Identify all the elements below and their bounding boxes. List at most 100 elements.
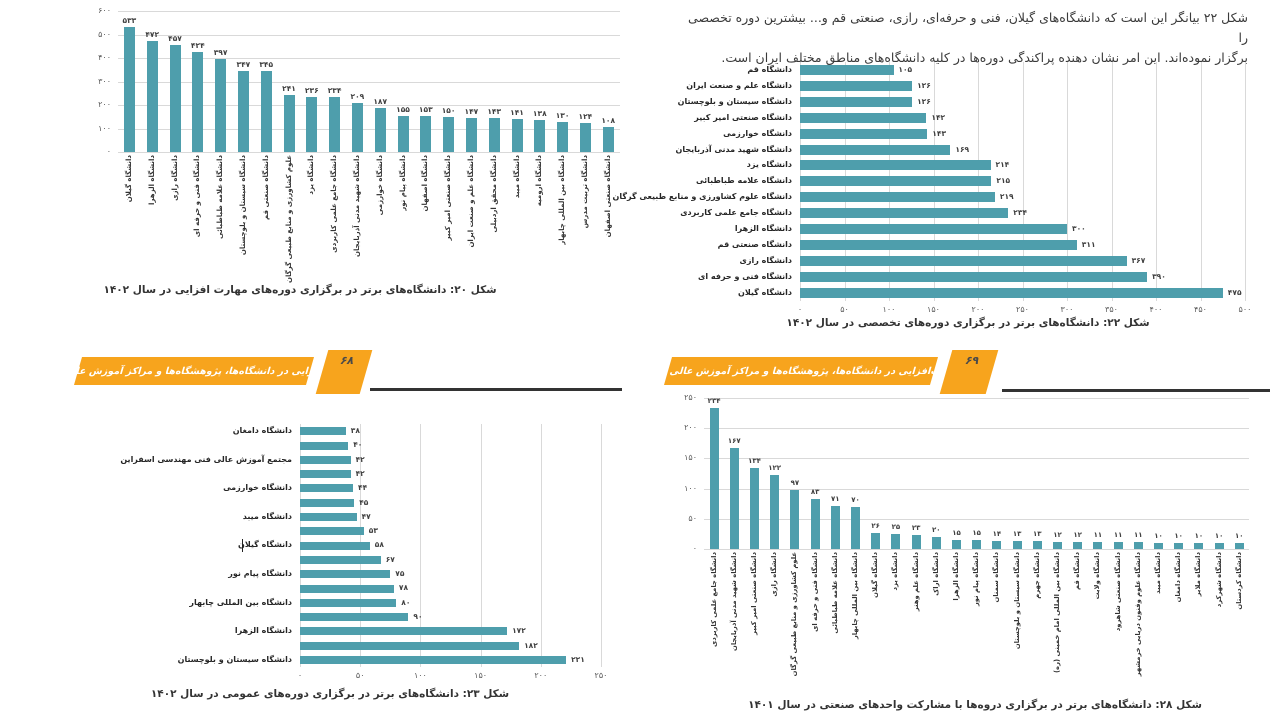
category-label: دانشگاه جهرم (1032, 552, 1041, 599)
y-tick-label: ۰ (692, 544, 697, 553)
x-tick-label: ۱۵۰ (927, 304, 940, 314)
bar-value: ۷۰ (851, 495, 860, 504)
gridline (118, 105, 620, 106)
bar-value: ۱۲۴ (578, 111, 593, 121)
bar (729, 448, 739, 549)
bar (750, 468, 759, 549)
gridline (540, 424, 542, 668)
bar-value: ۱۰ (1174, 532, 1183, 540)
bar-value: ۱۶۹ (955, 144, 970, 154)
bar-value: ۱۵۵ (396, 104, 410, 114)
category-label: دانشگاه صنعتی امیر کبیر (444, 155, 453, 241)
bar-value: ۲۳۶ (304, 85, 319, 95)
bar-value: ۵۳۳ (122, 15, 137, 25)
category-label (86, 524, 292, 538)
y-tick-label: ۴۰۰ (98, 53, 111, 62)
y-tick-label: ۳۰۰ (98, 76, 111, 86)
bar-value: ۱۵۰ (441, 105, 456, 115)
category-label: دانشگاه الزهرا (952, 552, 960, 601)
category-label: دانشگاه صنعتی امیر کبیر (750, 552, 758, 636)
bar (1012, 541, 1022, 549)
bar (192, 52, 204, 152)
bar (300, 541, 370, 550)
category-label: دانشگاه شهید مدنی آذربایجان (729, 552, 738, 651)
bar (300, 627, 508, 636)
bar (300, 513, 357, 521)
bar-value: ۳۴۷ (236, 59, 251, 69)
bar-value: ۱۷۲ (512, 626, 526, 636)
category-label (86, 581, 292, 595)
bar (300, 555, 381, 564)
page-number: ۶۹ (963, 354, 981, 367)
bar (146, 41, 158, 152)
category-axis: دانشگاه جامع علمی کاربردی دانشگاه شهید مد… (704, 552, 1249, 692)
category-label: دانشگاه کردستان (1234, 552, 1243, 610)
bar-value: ۱۰۸ (601, 115, 616, 125)
bar (800, 287, 1223, 298)
category-label: دانشگاه بین المللی چابهار (189, 597, 292, 607)
bar (123, 26, 135, 152)
category-label: مجتمع آموزش عالی فنی مهندسی اسفراین (120, 454, 292, 464)
gridline (601, 424, 602, 668)
text-cursor-artifact (242, 539, 243, 552)
gridline (480, 424, 482, 668)
bar (1194, 543, 1204, 549)
bar-value: ۹۰ (413, 611, 423, 621)
category-label: دانشگاه بین المللی چابهار (851, 552, 859, 640)
bar-value: ۱۰ (1194, 532, 1204, 540)
bar (800, 112, 927, 123)
category-label (86, 639, 292, 653)
bar-value: ۲۵ (891, 522, 901, 531)
bar (306, 96, 318, 152)
y-tick-label: ۲۰۰ (684, 423, 697, 433)
bar-value: ۱۴۳ (487, 107, 502, 117)
category-label: دانشگاه فنی و حرفه ای (698, 271, 792, 281)
category-label: دانشگاه سیستان و بلوچستان (177, 654, 292, 664)
bar-value: ۴۲۴ (190, 41, 205, 51)
category-label: دانشگاه رازی (739, 255, 792, 265)
category-label: دانشگاه میبد (1154, 552, 1162, 594)
paragraph: شکل ۲۲ بیانگر این است که دانشگاه‌های گیل… (688, 8, 1248, 68)
banner-shadow-line (370, 388, 622, 391)
category-label: علوم کشاورزی و منابع طبیعی گرگان (284, 155, 293, 284)
bar-value: ۱۸۷ (373, 97, 388, 107)
bar (1214, 543, 1224, 549)
category-label: دانشگاه علامه طباطبائی (216, 155, 225, 239)
category-label: دانشگاه قم (747, 65, 792, 74)
figure-caption-22: شکل ۲۲: دانشگاه‌های برتر در برگزاری دوره… (786, 317, 1150, 329)
bar (300, 641, 520, 650)
category-label: دانشگاه ارومیه (535, 155, 544, 207)
bar (260, 70, 272, 152)
bar (709, 407, 719, 549)
chart-figure-22: ۰ ۵۰ ۱۰۰ ۱۵۰ ۲۰۰ ۲۵۰ ۳۰۰ ۳۵۰ ۴۰۰ ۴۵۰ ۵۰۰ دانشگاه قم… (613, 62, 1280, 323)
category-label: دانشگاه علم وهنر (911, 552, 920, 612)
bar (800, 96, 913, 107)
y-tick-label: ۱۵۰ (684, 453, 697, 463)
category-label: دانشگاه صنعتی شاهرود (1113, 552, 1122, 632)
bar (534, 119, 546, 152)
category-label: دانشگاه بین المللی امام خمینی (ره) (1053, 552, 1061, 674)
bar (300, 470, 351, 479)
paragraph-line: برگزار نموده‌اند. این امر نشان دهنده پرا… (721, 50, 1248, 65)
bar (851, 506, 860, 549)
bar-value: ۱۴۷ (464, 106, 479, 116)
bar-value: ۴۵ (359, 497, 369, 507)
bar (891, 533, 901, 549)
x-tick-label: ۲۰۰ (534, 671, 548, 681)
bar (972, 539, 982, 549)
chart-figure-20: ۰ ۱۰۰ ۲۰۰ ۳۰۰ ۴۰۰ ۵۰۰ ۶۰۰ ۵۳۳ ۴۷۲ ۴۵۷ ۴۲۴ ۳۹۷ ۳۴۷ ۳۴۵… (92, 6, 620, 284)
gridline (118, 11, 620, 12)
x-tick-label: ۱۰۰ (882, 304, 896, 314)
bar (374, 108, 386, 152)
bar (1234, 543, 1244, 549)
bar-value: ۱۳ (1012, 530, 1022, 539)
bar-value: ۱۶۷ (727, 437, 741, 446)
y-tick-label: ۱۰۰ (684, 483, 697, 493)
bar (1032, 541, 1042, 549)
category-label: دانشگاه سیستان و بلوچستان (238, 155, 247, 256)
bar (215, 58, 227, 152)
bar-value: ۱۵ (952, 528, 961, 537)
x-tick-label: ۴۵۰ (1194, 304, 1207, 314)
category-label: دانشگاه خوارزمی (375, 155, 384, 216)
